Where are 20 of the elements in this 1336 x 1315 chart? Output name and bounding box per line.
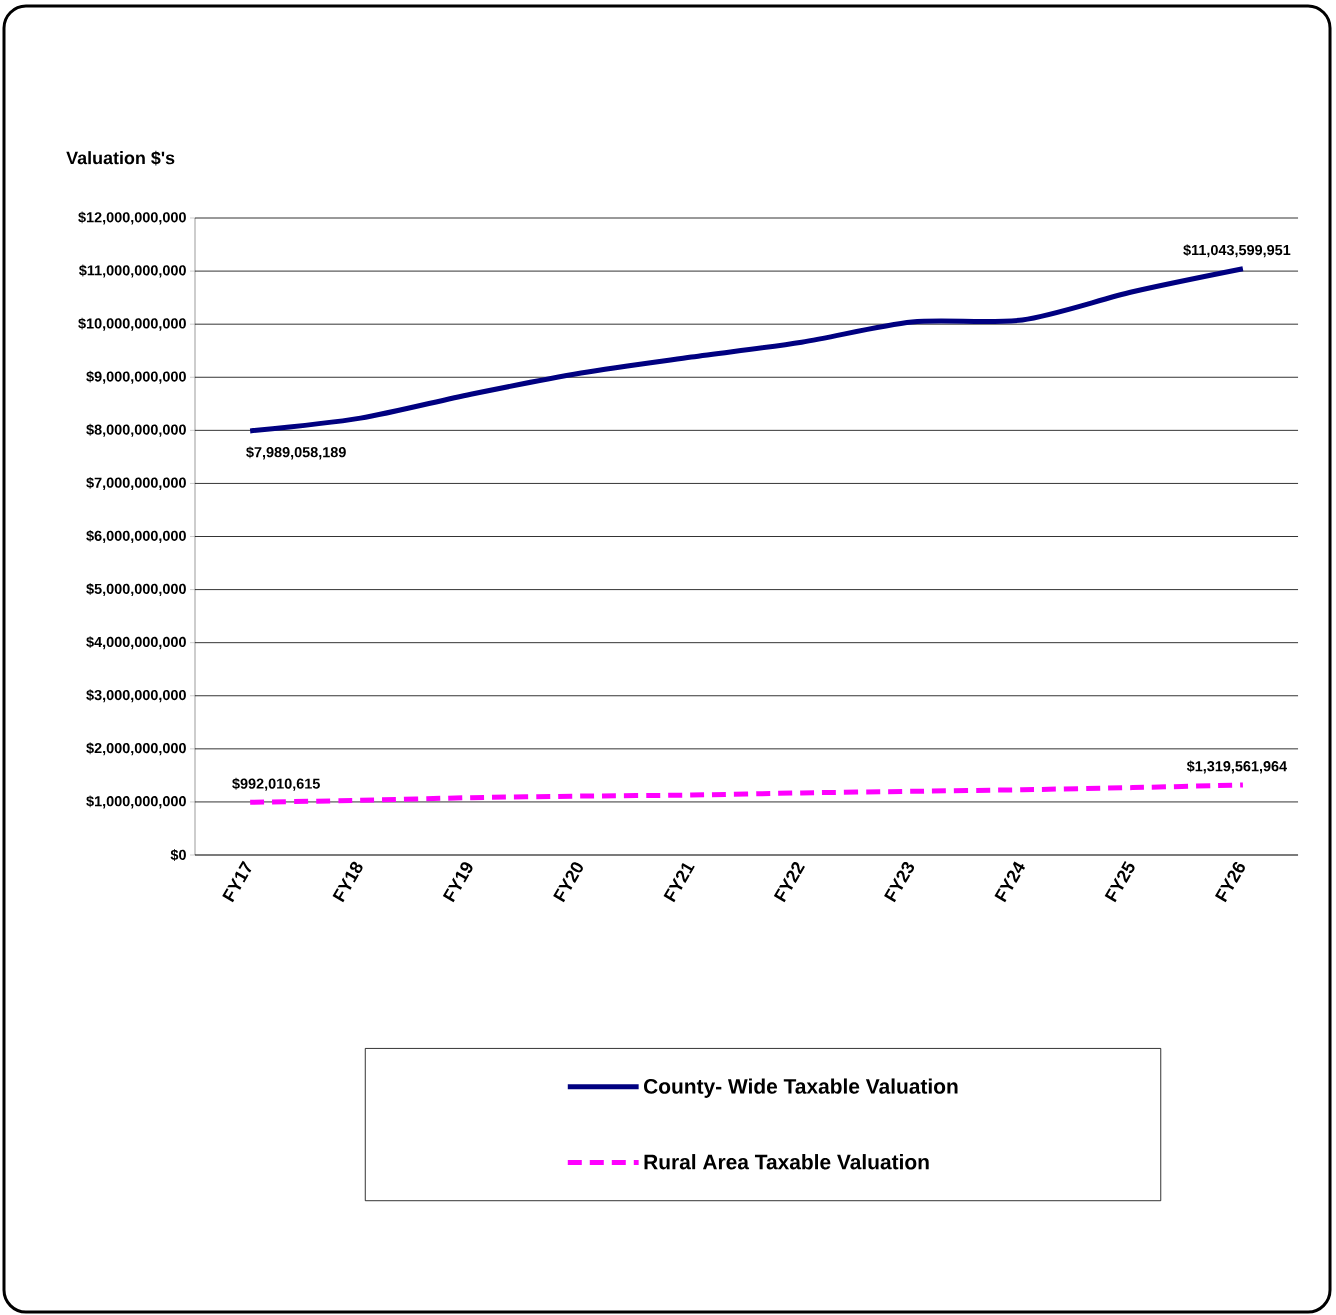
y-tick-label: $11,000,000,000 [79,264,186,278]
y-tick-label: $4,000,000,000 [86,636,186,650]
legend-label: Rural Area Taxable Valuation [644,1154,929,1170]
y-tick-label: $9,000,000,000 [86,370,186,384]
y-tick-label: $12,000,000,000 [78,211,186,225]
y-tick-label: $7,000,000,000 [86,476,186,490]
y-tick-label: $5,000,000,000 [86,583,186,597]
y-tick-label: $3,000,000,000 [86,689,186,703]
y-axis-title: Valuation $'s [66,150,175,166]
y-tick-label: $8,000,000,000 [86,423,186,437]
y-tick-label: $10,000,000,000 [78,317,186,331]
legend-label: County- Wide Taxable Valuation [644,1078,958,1098]
data-label: $992,010,615 [232,777,320,791]
data-label: $1,319,561,964 [1186,760,1288,774]
data-label: $11,043,599,951 [1183,244,1291,258]
y-tick-label: $2,000,000,000 [86,742,186,756]
y-tick-label: $0 [170,849,186,861]
y-tick-label: $1,000,000,000 [86,795,186,809]
y-tick-label: $6,000,000,000 [86,530,186,543]
data-label: $7,989,058,189 [246,446,346,460]
